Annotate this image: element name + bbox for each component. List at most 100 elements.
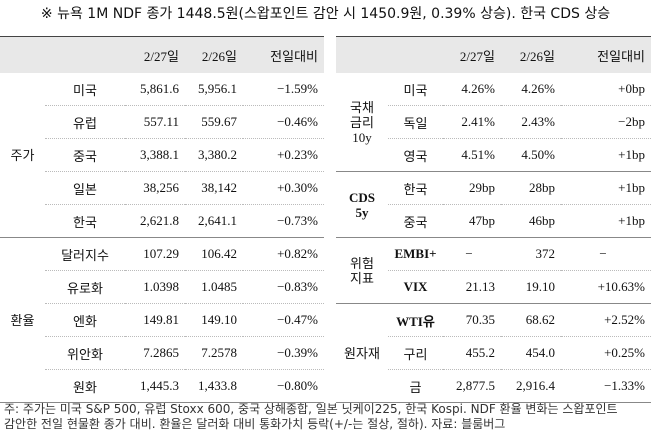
group-label: 국채 금리 10y	[336, 73, 388, 172]
header-row: 2/27일 2/26일 전일대비	[0, 36, 324, 73]
row: 유럽 557.11 559.67 −0.46%	[0, 105, 324, 139]
row: 엔화 149.81 149.10 −0.47%	[0, 303, 324, 337]
cell: 107.29	[125, 237, 185, 271]
header-cell: 2/26일	[501, 36, 561, 73]
cell: 7.2865	[125, 336, 185, 370]
row-name: EMBI+	[388, 237, 443, 271]
cell: 454.0	[501, 336, 561, 370]
row: 원자재 WTI유 70.35 68.62 +2.52%	[336, 303, 651, 403]
cell: 28bp	[501, 171, 561, 205]
cell: 70.35	[443, 303, 501, 337]
row-name: 영국	[388, 138, 443, 172]
group-label: 환율	[0, 237, 45, 403]
cell: 46bp	[501, 204, 561, 238]
cell: 149.81	[125, 303, 185, 337]
row: 중국 47bp 46bp +1bp	[336, 204, 651, 238]
cell: 2,641.1	[185, 204, 243, 238]
row-name: 구리	[388, 336, 443, 370]
group-label-line: 주가	[10, 147, 35, 163]
cell: 1,433.8	[185, 369, 243, 403]
row-name: 원화	[45, 369, 125, 403]
header-row: 2/27일 2/26일 전일대비	[336, 36, 651, 73]
cell: 372	[501, 237, 561, 271]
cell: 29bp	[443, 171, 501, 205]
cell: −0.73%	[243, 204, 324, 238]
row: 주가 미국 5,861.6 5,956.1 −1.59%	[0, 73, 324, 238]
cell: +1bp	[561, 138, 651, 172]
left-table: 2/27일 2/26일 전일대비 주가 미국 5,861.6 5,956.1 −1.59% 유럽…	[0, 36, 324, 403]
row-name: VIX	[388, 270, 443, 304]
cell: +0.25%	[561, 336, 651, 370]
row: 환율 달러지수 107.29 106.42 +0.82%	[0, 237, 324, 403]
cell: 1,445.3	[125, 369, 185, 403]
cell: 2,621.8	[125, 204, 185, 238]
cell: 4.26%	[501, 73, 561, 106]
cell: 4.51%	[443, 138, 501, 172]
cell: 3,380.2	[185, 138, 243, 172]
header-cell	[0, 36, 45, 73]
row-name: 위안화	[45, 336, 125, 370]
cell: 5,861.6	[125, 73, 185, 106]
cell: −0.83%	[243, 270, 324, 304]
group-label-line: CDS	[348, 189, 375, 205]
cell: 3,388.1	[125, 138, 185, 172]
group-label: 원자재	[336, 303, 388, 403]
cell: 2,877.5	[443, 369, 501, 403]
cell: −1.33%	[561, 369, 651, 403]
cell: −2bp	[561, 105, 651, 139]
cell: 2,916.4	[501, 369, 561, 403]
title: ※ 뉴욕 1M NDF 종가 1448.5원(스왑포인트 감안 시 1450.9…	[40, 6, 611, 22]
row: 독일 2.41% 2.43% −2bp	[336, 105, 651, 139]
cell: 149.10	[185, 303, 243, 337]
row-name: 한국	[45, 204, 125, 238]
group-label-line: 금리	[350, 114, 374, 130]
cell: −0.46%	[243, 105, 324, 139]
group-label-line: 원자재	[344, 345, 380, 361]
right-table: 2/27일 2/26일 전일대비 국채 금리 10y 미국 4.26% 4.26% +0bp 독일 2…	[336, 36, 651, 403]
cell: 557.11	[125, 105, 185, 139]
group-label: 위험 지표	[336, 237, 388, 304]
row-name: 미국	[45, 73, 125, 106]
cell: +1bp	[561, 204, 651, 238]
row: CDS 5y 한국 29bp 28bp +1bp	[336, 171, 651, 238]
row: VIX 21.13 19.10 +10.63%	[336, 270, 651, 304]
header-cell: 전일대비	[243, 36, 324, 73]
cell: 4.26%	[443, 73, 501, 106]
header-cell: 전일대비	[561, 36, 651, 73]
header-cell	[336, 36, 388, 73]
row: 구리 455.2 454.0 +0.25%	[336, 336, 651, 370]
cell: −1.59%	[243, 73, 324, 106]
group-label-line: 환율	[10, 312, 35, 328]
cell: −0.47%	[243, 303, 324, 337]
header-cell	[45, 36, 125, 73]
row-name: 엔화	[45, 303, 125, 337]
row: 중국 3,388.1 3,380.2 +0.23%	[0, 138, 324, 172]
row: 유로화 1.0398 1.0485 −0.83%	[0, 270, 324, 304]
footnote: 주: 주가는 미국 S&P 500, 유럽 Stoxx 600, 중국 상해종합…	[4, 402, 618, 432]
cell: +1bp	[561, 171, 651, 205]
group-label-line: 10y	[352, 129, 372, 145]
cell: +10.63%	[561, 270, 651, 304]
cell: 7.2578	[185, 336, 243, 370]
group-label: CDS 5y	[336, 171, 388, 238]
row: 위안화 7.2865 7.2578 −0.39%	[0, 336, 324, 370]
cell: 21.13	[443, 270, 501, 304]
header-cell: 2/27일	[443, 36, 501, 73]
cell: −	[561, 237, 651, 271]
group-label-line: 위험	[350, 255, 374, 271]
cell: +0.30%	[243, 171, 324, 205]
row: 일본 38,256 38,142 +0.30%	[0, 171, 324, 205]
row: 영국 4.51% 4.50% +1bp	[336, 138, 651, 172]
header-cell: 2/27일	[125, 36, 185, 73]
row-name: 유럽	[45, 105, 125, 139]
cell: 455.2	[443, 336, 501, 370]
group-label-line: 국채	[350, 99, 374, 115]
cell: +0bp	[561, 73, 651, 106]
cell: −0.80%	[243, 369, 324, 403]
footnote-line: 주: 주가는 미국 S&P 500, 유럽 Stoxx 600, 중국 상해종합…	[4, 402, 618, 416]
cell: 5,956.1	[185, 73, 243, 106]
group-label: 주가	[0, 73, 45, 238]
cell: +2.52%	[561, 303, 651, 337]
row-name: 한국	[388, 171, 443, 205]
